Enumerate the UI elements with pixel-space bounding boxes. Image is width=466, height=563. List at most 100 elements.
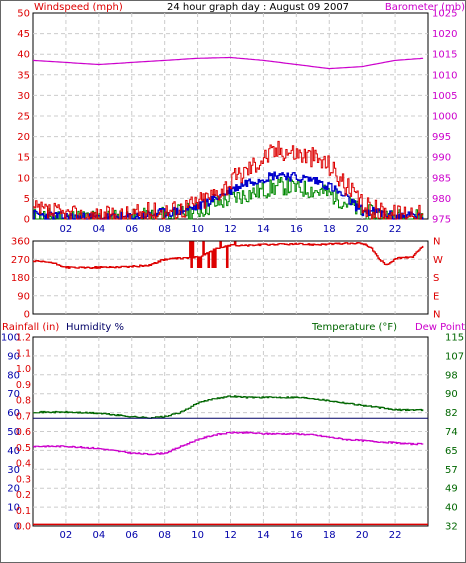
temperature-tick-label: 90 [445,389,458,400]
temperature-tick-label: 57 [445,465,458,476]
humidity-tick-label: 60 [7,408,20,419]
humidity-tick-label: 30 [7,465,20,476]
top-x-tick-label: 14 [257,224,270,235]
direction-compass-tick-label: E [433,291,439,302]
humidity-tick-label: 20 [7,484,20,495]
direction-degree-tick-label: 360 [11,237,30,248]
bottom-x-tick-label: 04 [92,530,105,541]
humidity-tick-label: 70 [7,389,20,400]
top-x-tick-label: 02 [60,224,73,235]
rainfall-tick-label: 1.2 [16,333,31,344]
top-x-tick-label: 10 [191,224,204,235]
direction-compass-tick-label: N [433,237,440,248]
windspeed-tick-label: 25 [17,112,30,123]
rainfall-tick-label: 0.5 [16,443,31,454]
windspeed-tick-label: 50 [17,9,30,20]
tick-labels: 0510152025303540455097598098599099510001… [1,9,464,542]
direction-degree-tick-label: 180 [11,273,30,284]
rainfall-tick-label: 1.0 [16,364,31,375]
humidity-tick-label: 10 [7,503,20,514]
bottom-x-tick-label: 06 [125,530,138,541]
chart-title: 24 hour graph day : August 09 2007 [167,2,349,13]
humidity-tick-label: 50 [7,427,20,438]
rainfall-tick-label: 0.2 [16,490,31,501]
windspeed-tick-label: 15 [17,153,30,164]
rainfall-tick-label: 0.6 [16,427,31,438]
top-x-tick-label: 22 [389,224,402,235]
barometer-tick-label: 1020 [432,29,457,40]
barometer-tick-label: 990 [432,153,451,164]
barometer-axis-label: Barometer (mb) [385,2,465,13]
temperature-line [33,395,424,419]
bottom-x-tick-label: 08 [158,530,171,541]
data-series [32,56,428,526]
direction-compass-tick-label: N [433,310,440,321]
top-x-tick-label: 04 [92,224,105,235]
bottom-x-tick-label: 02 [60,530,73,541]
temperature-tick-label: 40 [445,503,458,514]
barometer-tick-label: 1010 [432,70,457,81]
dewpoint-axis-label: Dew Point [415,322,465,333]
rainfall-tick-label: 0.3 [16,474,31,485]
temperature-tick-label: 74 [445,427,458,438]
top-x-tick-label: 12 [224,224,237,235]
humidity-tick-label: 0 [14,522,20,533]
top-x-tick-label: 06 [125,224,138,235]
direction-compass-tick-label: S [433,273,439,284]
direction-degree-tick-label: 90 [17,291,30,302]
windspeed-tick-label: 35 [17,70,30,81]
temperature-tick-label: 107 [445,351,464,362]
barometer-tick-label: 1015 [432,50,457,61]
windspeed-tick-label: 40 [17,50,30,61]
temperature-tick-label: 98 [445,370,458,381]
direction-compass-tick-label: W [433,255,443,266]
barometer-tick-label: 1005 [432,91,457,102]
windspeed-tick-label: 0 [24,215,30,226]
rainfall-tick-label: 1.1 [16,348,31,359]
windspeed-tick-label: 5 [24,194,30,205]
wind-direction-line [33,241,424,269]
barometer-tick-label: 975 [432,215,451,226]
direction-degree-tick-label: 270 [11,255,30,266]
windspeed-tick-label: 10 [17,173,30,184]
bottom-x-tick-label: 16 [290,530,303,541]
barometer-tick-label: 980 [432,194,451,205]
top-x-tick-label: 18 [323,224,336,235]
humidity-tick-label: 90 [7,351,20,362]
windspeed-tick-label: 30 [17,91,30,102]
humidity-tick-label: 80 [7,370,20,381]
windspeed-tick-label: 45 [17,29,30,40]
windspeed-axis-label: Windspeed (mph) [34,2,123,13]
barometer-line [32,56,424,70]
dewpoint-line [33,431,424,456]
rainfall-tick-label: 0.0 [16,522,31,533]
windspeed-tick-label: 20 [17,132,30,143]
windspeed-line [33,140,424,220]
temperature-tick-label: 115 [445,333,464,344]
temperature-tick-label: 82 [445,408,458,419]
humidity-tick-label: 100 [1,333,20,344]
barometer-tick-label: 1000 [432,112,457,123]
barometer-tick-label: 985 [432,173,451,184]
rainfall-tick-label: 0.7 [16,411,31,422]
temperature-axis-label: Temperature (°F) [311,322,397,333]
bottom-x-tick-label: 10 [191,530,204,541]
barometer-tick-label: 1025 [432,9,457,20]
rainfall-tick-label: 0.1 [16,506,31,517]
top-x-tick-label: 16 [290,224,303,235]
barometer-tick-label: 995 [432,132,451,143]
bottom-x-tick-label: 12 [224,530,237,541]
rainfall-tick-label: 0.4 [16,459,31,470]
rainfall-tick-label: 0.9 [16,380,31,391]
humidity-tick-label: 40 [7,446,20,457]
temperature-tick-label: 65 [445,446,458,457]
bottom-x-tick-label: 20 [356,530,369,541]
top-x-tick-label: 20 [356,224,369,235]
top-x-tick-label: 08 [158,224,171,235]
bottom-x-tick-label: 18 [323,530,336,541]
bottom-x-tick-label: 14 [257,530,270,541]
rainfall-tick-label: 0.8 [16,396,31,407]
rainfall-axis-label: Rainfall (in) [2,322,59,333]
